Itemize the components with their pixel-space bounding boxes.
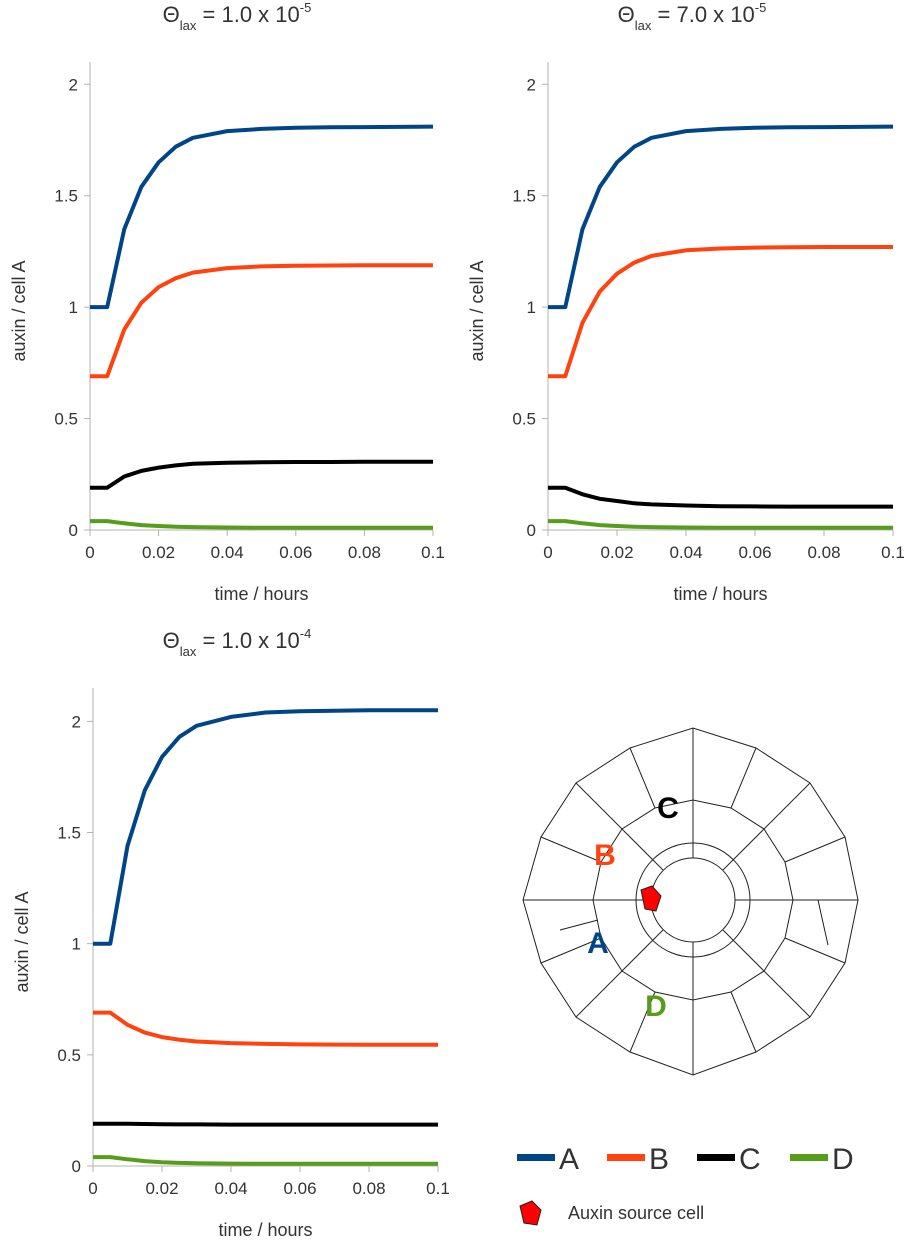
x-tick-label: 0.04 [669, 543, 702, 562]
title-part: = 1.0 x 10 [196, 628, 299, 653]
title-part: = 7.0 x 10 [651, 2, 754, 27]
title-part: Θ [618, 2, 635, 27]
y-tick-label: 1.5 [57, 824, 81, 843]
source-label: Auxin source cell [568, 1203, 704, 1223]
chart: Θlax = 7.0 x 10-5 0 0.5 1 1.5 2 0 0.02 0.04 0.06 0… [467, 0, 905, 604]
chart: Θlax = 1.0 x 10-4 0 0.5 1 1.5 2 0 0.02 0.04 0.06 0… [12, 626, 450, 1240]
y-tick-label: 1.5 [512, 187, 536, 206]
series-line [93, 708, 438, 946]
series-line [93, 1010, 438, 1047]
series-line [548, 519, 893, 530]
legend-label: B [649, 1143, 669, 1176]
root-diagram: A B C D [522, 727, 859, 1076]
x-tick-label: 0.06 [279, 543, 312, 562]
cell-label: D [645, 990, 667, 1023]
cell-label: C [657, 792, 679, 825]
series-line [93, 1155, 438, 1166]
legend-swatch [607, 1154, 645, 1161]
y-tick-label: 1 [527, 298, 536, 317]
y-axis-label: auxin / cell A [467, 260, 487, 361]
title-part: Θ [163, 628, 180, 653]
legend-swatch [697, 1154, 735, 1161]
legend: A B C D [517, 1143, 854, 1176]
legend-label: A [559, 1143, 579, 1176]
y-tick-label: 2 [72, 712, 81, 731]
title-part: = 1.0 x 10 [196, 2, 299, 27]
y-tick-label: 0 [72, 1157, 81, 1176]
y-tick-label: 1.5 [54, 187, 78, 206]
series-line [90, 519, 433, 530]
x-axis-label: time / hours [214, 584, 308, 604]
x-tick-label: 0.02 [145, 1179, 178, 1198]
x-tick-label: 0 [543, 543, 552, 562]
chart-title: Θlax = 7.0 x 10-5 [618, 0, 767, 33]
x-tick-label: 0.04 [214, 1179, 247, 1198]
y-tick-label: 2 [69, 75, 78, 94]
title-part: -5 [300, 0, 312, 15]
title-part: lax [635, 18, 652, 33]
title-part: lax [180, 18, 197, 33]
x-tick-label: 0.1 [421, 543, 445, 562]
series-line [548, 124, 894, 310]
series-line [90, 459, 433, 490]
title-part: -5 [755, 0, 767, 15]
series-line [93, 1121, 438, 1127]
x-tick-label: 0.1 [426, 1179, 450, 1198]
chart-title: Θlax = 1.0 x 10-5 [163, 0, 312, 33]
y-tick-label: 0.5 [512, 410, 536, 429]
series-line [548, 245, 893, 379]
cell-label: A [587, 927, 609, 960]
y-tick-label: 2 [527, 75, 536, 94]
y-tick-label: 0.5 [57, 1046, 81, 1065]
x-tick-label: 0.08 [348, 543, 381, 562]
y-axis-label: auxin / cell A [12, 891, 32, 992]
y-tick-label: 0 [69, 521, 78, 540]
x-tick-label: 0 [85, 543, 94, 562]
x-tick-label: 0.02 [142, 543, 175, 562]
y-axis-label: auxin / cell A [9, 260, 29, 361]
x-tick-label: 0.06 [738, 543, 771, 562]
series-line [548, 485, 893, 509]
y-tick-label: 0.5 [54, 410, 78, 429]
chart-title: Θlax = 1.0 x 10-4 [163, 626, 312, 659]
x-axis-label: time / hours [673, 584, 767, 604]
title-part: Θ [163, 2, 180, 27]
x-tick-label: 0 [88, 1179, 97, 1198]
source-cell [640, 885, 662, 912]
legend-label: D [832, 1143, 854, 1176]
legend-swatch [790, 1154, 828, 1161]
cell-ring [650, 857, 736, 943]
y-tick-label: 1 [69, 298, 78, 317]
series-line [90, 263, 433, 379]
legend-label: C [739, 1143, 761, 1176]
x-tick-label: 0.02 [600, 543, 633, 562]
x-tick-label: 0.06 [283, 1179, 316, 1198]
legend-swatch [517, 1154, 555, 1161]
y-tick-label: 0 [527, 521, 536, 540]
title-part: lax [180, 644, 197, 659]
y-tick-label: 1 [72, 935, 81, 954]
x-tick-label: 0.04 [211, 543, 244, 562]
cell-label: B [594, 839, 616, 872]
title-part: -4 [300, 626, 312, 641]
x-tick-label: 0.1 [881, 543, 905, 562]
x-axis-label: time / hours [218, 1220, 312, 1240]
cell-walls [523, 728, 858, 1075]
cell-outline [522, 727, 859, 1076]
chart: Θlax = 1.0 x 10-5 0 0.5 1 1.5 2 0 0.02 0.04 0.06 0… [9, 0, 445, 604]
series-line [90, 124, 434, 310]
source-icon [519, 1200, 542, 1226]
x-tick-label: 0.08 [352, 1179, 385, 1198]
x-tick-label: 0.08 [807, 543, 840, 562]
cell-ring [635, 842, 751, 958]
